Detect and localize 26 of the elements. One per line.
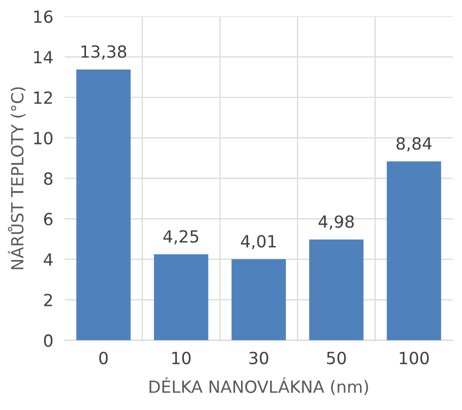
y-tick-label: 6 xyxy=(44,212,53,226)
y-tick-label: 16 xyxy=(34,10,53,23)
bar xyxy=(154,254,208,340)
bar xyxy=(232,259,286,340)
data-label: 4,25 xyxy=(163,230,198,244)
y-tick-label: 12 xyxy=(34,91,52,104)
x-tick-label: 50 xyxy=(327,352,346,364)
data-label: 4,98 xyxy=(318,215,354,230)
data-label: 4,01 xyxy=(240,234,276,250)
x-axis-title: DÉLKA NANOVLÁKNA (nm) xyxy=(150,377,368,395)
data-label: 8,84 xyxy=(396,137,432,152)
y-tick-label: 2 xyxy=(44,294,52,306)
y-tick-label: 4 xyxy=(44,254,53,266)
y-tick-label: 8 xyxy=(44,172,52,185)
y-axis-title: NÁRŮST TEPLOTY (°C) xyxy=(8,87,26,270)
y-tick-label: 0 xyxy=(44,334,52,347)
x-tick-label: 30 xyxy=(249,352,268,364)
x-tick-label: 100 xyxy=(400,352,429,364)
y-tick-label: 14 xyxy=(34,51,53,64)
bar xyxy=(386,161,442,340)
y-tick-label: 10 xyxy=(34,132,52,144)
x-tick-label: 10 xyxy=(172,352,191,364)
data-label: 13,38 xyxy=(81,45,126,60)
x-tick-label: 0 xyxy=(99,352,108,364)
bar xyxy=(76,69,131,340)
bar xyxy=(309,239,364,340)
